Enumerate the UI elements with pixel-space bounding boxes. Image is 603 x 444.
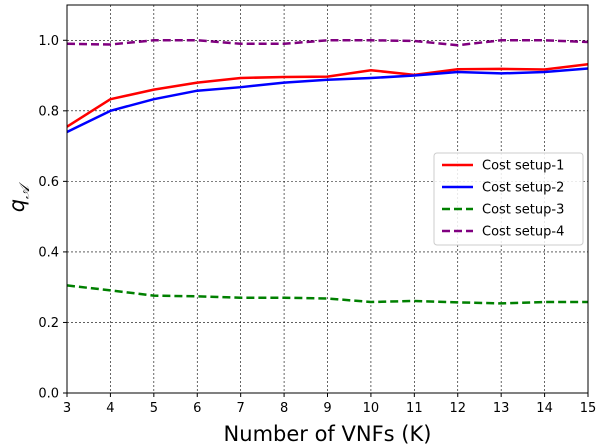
- x-tick-label: 9: [323, 401, 331, 416]
- series-lines: [66, 39, 589, 305]
- x-tick-label: 7: [237, 401, 245, 416]
- x-tick-label: 5: [150, 401, 158, 416]
- x-tick-label: 3: [63, 401, 71, 416]
- x-tick-label: 13: [493, 401, 510, 416]
- y-axis-label: q𝒜: [5, 182, 33, 212]
- x-tick-label: 8: [280, 401, 288, 416]
- y-axis-ticks: 0.0 0.2 0.4 0.6 0.8 1.0: [38, 34, 67, 402]
- series-line-cost-setup-1: [66, 63, 589, 128]
- legend-label-cost-setup-2: Cost setup-2: [482, 181, 564, 196]
- y-tick-label: 1.0: [38, 34, 59, 49]
- y-tick-label: 0.0: [38, 387, 59, 402]
- legend-box: [433, 152, 584, 246]
- x-tick-label: 10: [363, 401, 380, 416]
- y-tick-label: 0.2: [38, 316, 59, 331]
- y-tick-label: 0.6: [38, 175, 59, 190]
- y-tick-label: 0.8: [38, 104, 59, 119]
- x-axis-label: Number of VNFs (K): [224, 422, 432, 444]
- x-tick-label: 4: [106, 401, 114, 416]
- legend-label-cost-setup-3: Cost setup-3: [482, 203, 564, 218]
- x-tick-label: 11: [406, 401, 423, 416]
- series-line-cost-setup-3: [66, 284, 588, 305]
- x-tick-label: 12: [449, 401, 466, 416]
- legend-label-cost-setup-4: Cost setup-4: [482, 225, 564, 240]
- legend: Cost setup-1 Cost setup-2 Cost setup-3 Cost…: [433, 152, 584, 246]
- x-axis-ticks: 3 4 5 6 7 8 9 10 11 12 13 14 15: [63, 393, 596, 416]
- y-axis-label-subscript: 𝒜: [17, 182, 33, 199]
- series-line-cost-setup-2: [66, 67, 589, 134]
- legend-label-cost-setup-1: Cost setup-1: [482, 159, 564, 174]
- x-tick-label: 14: [536, 401, 553, 416]
- y-tick-label: 0.4: [38, 245, 59, 260]
- x-tick-label: 6: [193, 401, 201, 416]
- x-tick-label: 15: [580, 401, 597, 416]
- y-axis-label-main: q: [5, 199, 29, 212]
- series-line-cost-setup-4: [66, 39, 589, 47]
